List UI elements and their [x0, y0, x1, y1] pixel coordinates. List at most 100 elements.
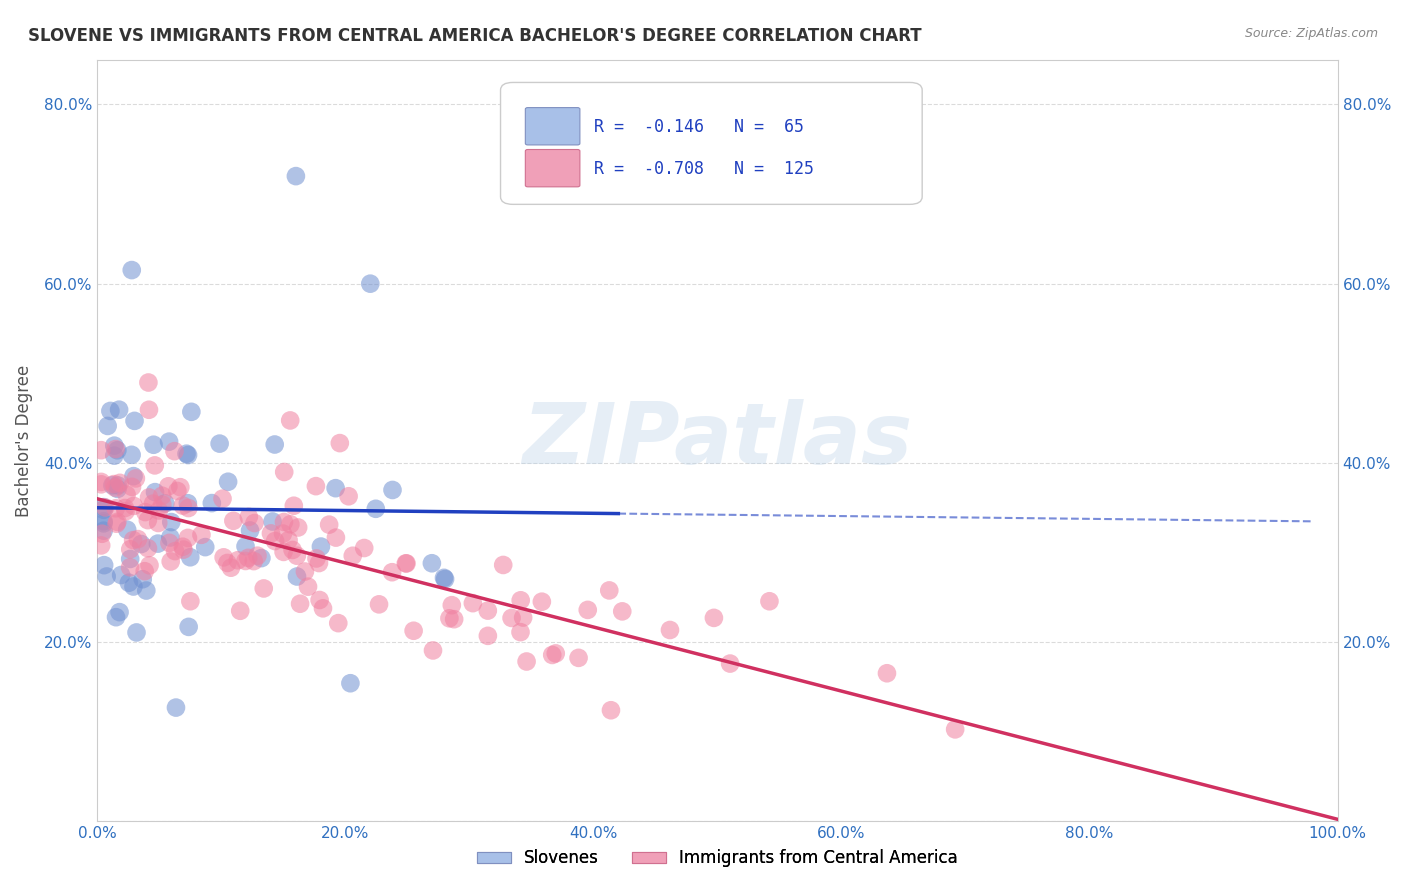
Point [309, 540, 332, 554]
Point [90, 443, 112, 458]
Point [93, 503, 115, 517]
Point [100, 404, 122, 418]
Point [177, 531, 200, 545]
Point [107, 482, 129, 496]
Point [105, 516, 128, 531]
Point [402, 624, 425, 638]
Point [208, 436, 231, 450]
Point [146, 536, 169, 550]
FancyBboxPatch shape [526, 150, 579, 186]
Point [90, 475, 112, 489]
Point [103, 449, 125, 463]
Point [381, 483, 404, 497]
Point [97, 419, 120, 434]
Point [339, 676, 361, 690]
FancyBboxPatch shape [526, 108, 579, 145]
Point [243, 516, 266, 530]
Point [246, 549, 269, 563]
Point [278, 413, 301, 427]
Point [439, 611, 461, 625]
Point [124, 414, 146, 428]
Point [91, 526, 114, 541]
Point [284, 169, 307, 183]
Point [93, 558, 115, 573]
Point [177, 448, 200, 462]
Point [294, 565, 316, 579]
Point [122, 499, 145, 513]
Point [253, 582, 276, 596]
Point [138, 491, 160, 505]
Point [509, 625, 531, 640]
Point [576, 603, 599, 617]
Point [176, 447, 198, 461]
Point [718, 657, 741, 671]
Point [110, 568, 132, 582]
Point [395, 557, 418, 571]
Point [120, 552, 142, 566]
Point [318, 517, 340, 532]
Point [368, 598, 391, 612]
Point [93, 524, 115, 538]
Point [567, 651, 589, 665]
Point [420, 556, 443, 570]
Point [226, 553, 249, 567]
Point [160, 515, 183, 529]
Point [516, 655, 538, 669]
Point [364, 501, 387, 516]
Point [211, 491, 233, 506]
Point [238, 550, 260, 565]
Point [461, 596, 484, 610]
Legend: Slovenes, Immigrants from Central America: Slovenes, Immigrants from Central Americ… [471, 843, 965, 874]
Point [337, 489, 360, 503]
Point [114, 501, 136, 516]
Point [138, 558, 160, 573]
Point [129, 537, 152, 551]
Point [125, 471, 148, 485]
FancyBboxPatch shape [501, 82, 922, 204]
Point [443, 612, 465, 626]
Point [239, 524, 262, 538]
Point [177, 501, 200, 516]
Point [434, 572, 457, 586]
Point [157, 479, 180, 493]
Point [260, 526, 283, 541]
Point [103, 477, 125, 491]
Point [101, 478, 124, 492]
Point [120, 542, 142, 557]
Point [166, 483, 188, 498]
Point [600, 703, 623, 717]
Point [422, 643, 444, 657]
Point [115, 488, 138, 502]
Point [157, 434, 180, 449]
Point [530, 595, 553, 609]
Point [122, 469, 145, 483]
Point [758, 594, 780, 608]
Point [308, 593, 330, 607]
Point [104, 442, 127, 456]
Point [222, 514, 245, 528]
Point [281, 543, 304, 558]
Text: R =  -0.708   N =  125: R = -0.708 N = 125 [593, 160, 814, 178]
Point [305, 551, 328, 566]
Point [172, 540, 194, 554]
Point [477, 629, 499, 643]
Point [433, 571, 456, 585]
Point [217, 556, 239, 570]
Point [172, 542, 194, 557]
Point [142, 497, 165, 511]
Point [132, 572, 155, 586]
Point [121, 480, 143, 494]
Point [359, 277, 381, 291]
Point [177, 496, 200, 510]
Point [477, 604, 499, 618]
Point [219, 560, 242, 574]
Point [108, 605, 131, 619]
Point [277, 533, 299, 548]
Point [134, 505, 156, 519]
Point [169, 480, 191, 494]
Point [297, 580, 319, 594]
Point [125, 625, 148, 640]
Point [201, 496, 224, 510]
Point [148, 516, 170, 530]
Point [179, 594, 201, 608]
